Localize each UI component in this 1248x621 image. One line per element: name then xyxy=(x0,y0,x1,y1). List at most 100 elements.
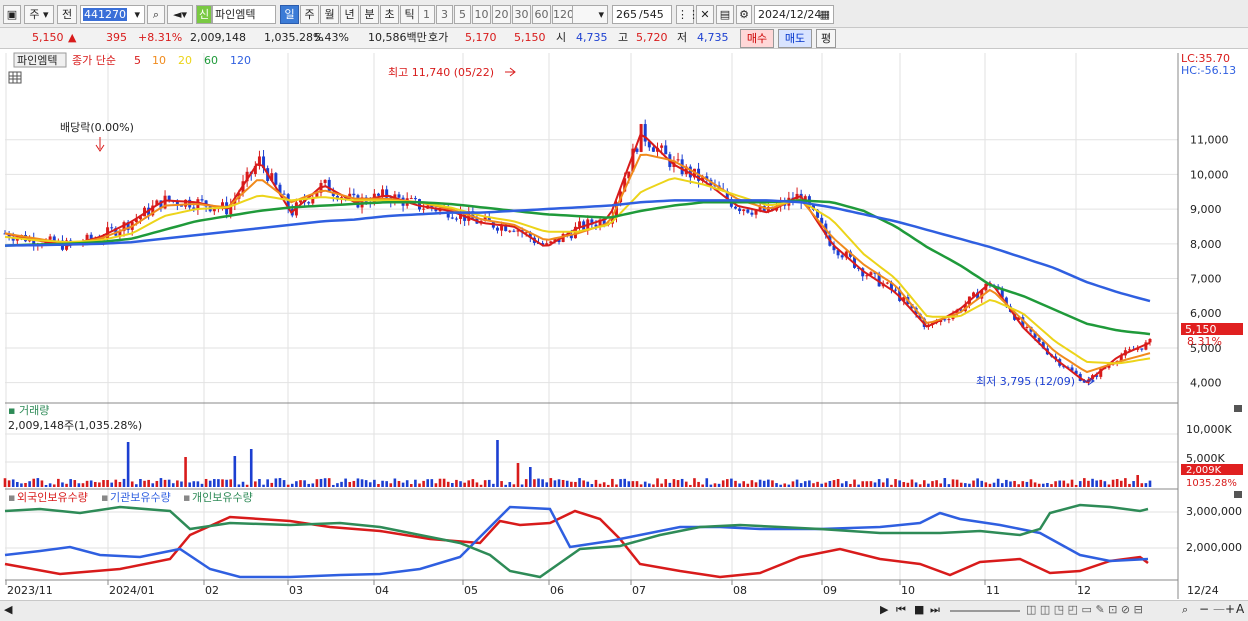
candle-body xyxy=(274,173,278,185)
volume-bar xyxy=(217,479,220,487)
date-field[interactable]: 2024/12/24 ▦ xyxy=(754,5,834,24)
volume-bar xyxy=(508,482,512,487)
candle-body xyxy=(155,200,159,206)
font-button[interactable]: A xyxy=(1236,602,1245,616)
volume-bar xyxy=(340,481,343,487)
volume-bar xyxy=(750,480,754,487)
volume-summary: 2,009,148주(1,035.28%) xyxy=(8,419,142,432)
speaker-icon[interactable]: ◄▾ xyxy=(167,5,193,24)
candle-body xyxy=(122,222,126,232)
sell-button[interactable]: 매도 xyxy=(778,29,812,48)
forward-icon[interactable]: ⏭ xyxy=(930,603,940,616)
zoom-slider[interactable] xyxy=(950,610,1020,612)
volume-bar xyxy=(155,480,159,487)
period-button-4[interactable]: 분 xyxy=(360,5,379,24)
candle-body xyxy=(315,192,319,198)
bottom-scrollbar[interactable]: ◀ ▶ ⏮ ■ ⏭ ◫ ◫ ◳ ◰ ▭ ✎ ⊡ ⊘ ⊟ ⌕ − — + A xyxy=(0,600,1248,621)
minute-button-4[interactable]: 20 xyxy=(492,5,511,24)
volume-bar xyxy=(418,483,421,487)
volume-panel-close-icon[interactable] xyxy=(1234,405,1242,412)
volume-bar xyxy=(147,479,150,487)
minute-button-5[interactable]: 30 xyxy=(512,5,531,24)
volume-bar xyxy=(270,482,274,487)
scroll-left-icon[interactable]: ◀ xyxy=(4,603,13,616)
crosshair-icon[interactable]: ✕ xyxy=(696,5,714,24)
stock-chart[interactable]: 파인엠텍 종가 단순 5 10 20 60 120 LC:35.70 HC:-56.13… xyxy=(0,49,1248,600)
gear-icon[interactable]: ⚙ xyxy=(736,5,752,24)
period-unit-select[interactable]: 주 ▾ xyxy=(24,5,54,24)
zoom-plus-button[interactable]: + xyxy=(1225,602,1236,616)
candle-body xyxy=(1037,337,1041,342)
candle-body xyxy=(126,222,130,230)
minute-button-1[interactable]: 3 xyxy=(436,5,453,24)
stock-tag: 파인엠텍 xyxy=(17,54,57,67)
table-icon[interactable] xyxy=(8,71,22,84)
volume-bar xyxy=(820,483,823,487)
eval-button[interactable]: 평 xyxy=(816,29,836,48)
volume-bar xyxy=(1066,483,1070,487)
interval-select[interactable]: ▾ xyxy=(572,5,608,24)
period-button-3[interactable]: 년 xyxy=(340,5,359,24)
volume-bar xyxy=(931,481,934,487)
period-button-2[interactable]: 월 xyxy=(320,5,339,24)
prev-button[interactable]: 전 xyxy=(57,5,77,24)
period-button-0[interactable]: 일 xyxy=(280,5,299,24)
minute-button-6[interactable]: 60 xyxy=(532,5,551,24)
volume-bar xyxy=(520,484,524,487)
volume-bar xyxy=(77,483,81,487)
search-icon[interactable]: ⌕ xyxy=(147,5,165,24)
volume-bar xyxy=(598,483,602,487)
count-display: 265 xyxy=(616,8,637,21)
open-label: 시 xyxy=(556,31,567,44)
volume-bar xyxy=(705,478,709,487)
price-tick-label: 6,000 xyxy=(1190,307,1222,320)
rewind-icon[interactable]: ⏮ xyxy=(896,603,906,616)
candle-body xyxy=(561,233,565,243)
stop-icon[interactable]: ■ xyxy=(914,603,925,616)
candle-body xyxy=(298,199,302,203)
candle-body xyxy=(262,156,266,169)
volume-bar xyxy=(426,479,430,487)
holders-panel-close-icon[interactable] xyxy=(1234,491,1242,498)
toolbar-icons[interactable]: ◫ ◫ ◳ ◰ ▭ ✎ ⊡ ⊘ ⊟ xyxy=(1026,603,1143,616)
volume-bar xyxy=(758,479,762,487)
volume-bar xyxy=(1025,481,1029,487)
candle-body xyxy=(959,309,963,312)
zoom-minus-button[interactable]: − xyxy=(1199,602,1210,616)
volume-bar xyxy=(323,478,327,487)
layout-icon[interactable]: ▣ xyxy=(3,5,21,24)
candle-body xyxy=(221,202,225,208)
volume-bar xyxy=(725,479,729,487)
buy-button[interactable]: 매수 xyxy=(740,29,774,48)
holder-line-1 xyxy=(4,505,1149,579)
period-button-1[interactable]: 주 xyxy=(300,5,319,24)
volume-bar xyxy=(660,483,663,487)
volume-bar xyxy=(434,483,438,487)
minute-button-7[interactable]: 120 xyxy=(552,5,574,24)
volume-bar xyxy=(845,481,848,487)
save-icon[interactable]: ▤ xyxy=(716,5,734,24)
minute-button-2[interactable]: 5 xyxy=(454,5,471,24)
candle-body xyxy=(651,147,655,152)
grid-icon[interactable]: ⋮⋮ xyxy=(676,5,699,24)
volume-bar xyxy=(274,478,278,487)
scroll-right-icon[interactable]: ▶ xyxy=(880,603,889,616)
volume-bar xyxy=(927,483,930,487)
volume-bar xyxy=(1017,484,1020,487)
stock-name-field[interactable]: 파인엠텍 xyxy=(212,5,276,24)
candle-body xyxy=(643,124,647,142)
zoom-icon[interactable]: ⌕ xyxy=(1182,603,1189,616)
count-field[interactable]: 265/545 xyxy=(612,5,672,24)
volume-bar xyxy=(783,483,787,487)
volume-bar xyxy=(1041,483,1045,487)
volume-last-tag-box xyxy=(1181,464,1243,475)
period-button-6[interactable]: 틱 xyxy=(400,5,419,24)
candle-body xyxy=(110,227,114,229)
minute-button-3[interactable]: 10 xyxy=(472,5,491,24)
period-button-5[interactable]: 초 xyxy=(380,5,399,24)
volume-bar xyxy=(873,482,877,487)
stock-code-input[interactable]: 441270 ▾ xyxy=(80,5,145,24)
x-axis-label: 07 xyxy=(632,584,646,597)
minute-button-0[interactable]: 1 xyxy=(418,5,435,24)
candle-body xyxy=(151,205,155,216)
